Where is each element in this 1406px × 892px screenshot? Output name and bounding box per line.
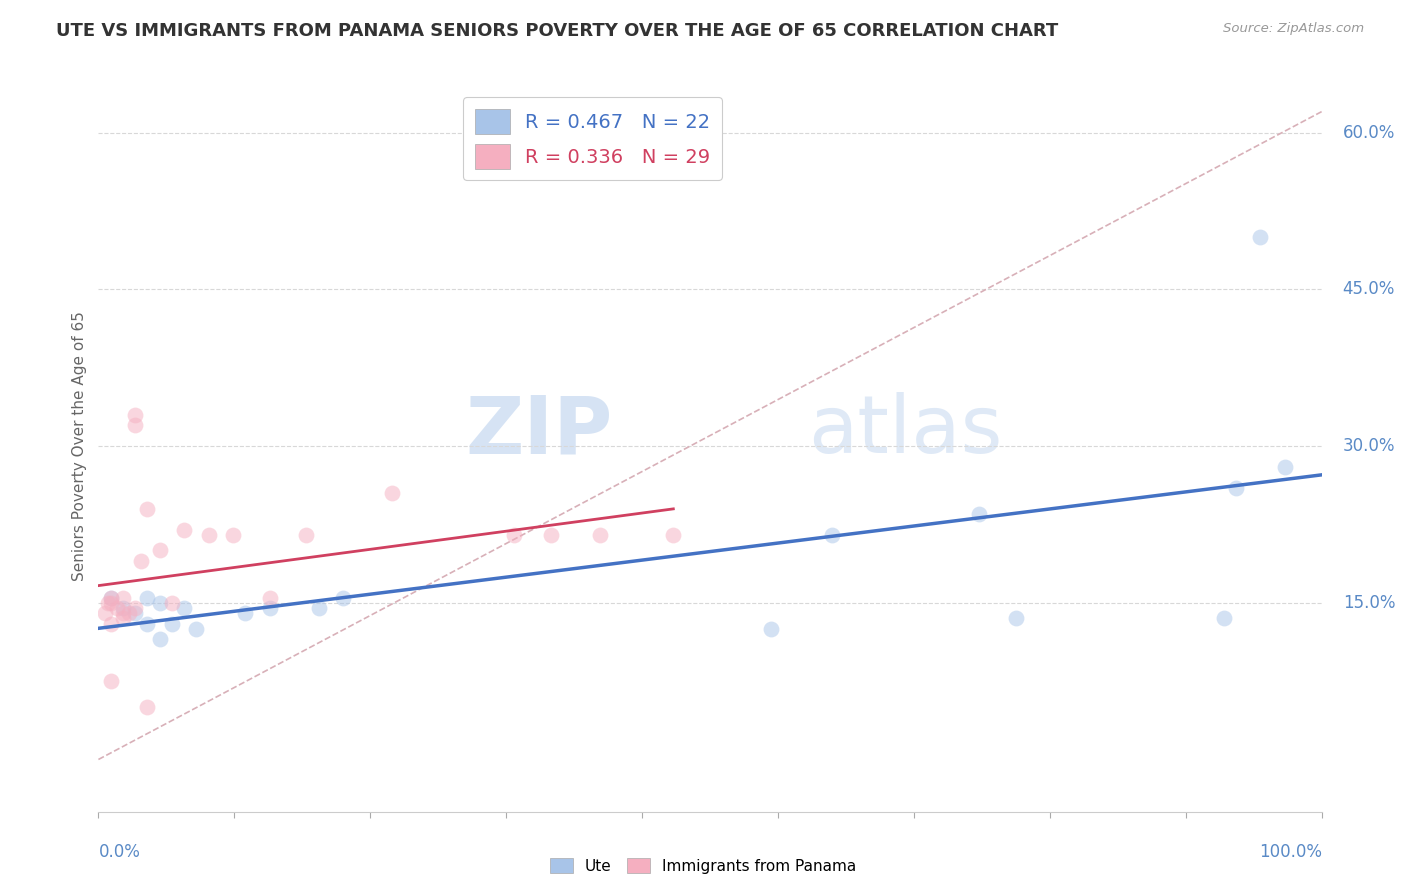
- Point: [160, 616, 183, 631]
- Point: [136, 700, 159, 714]
- Point: [100, 674, 122, 689]
- Point: [332, 591, 354, 605]
- Point: [111, 606, 134, 620]
- Point: [105, 601, 128, 615]
- Point: [160, 596, 183, 610]
- Point: [149, 632, 172, 647]
- Point: [100, 591, 122, 605]
- Point: [111, 611, 134, 625]
- Point: [761, 622, 783, 636]
- Point: [503, 528, 526, 542]
- Text: 0.0%: 0.0%: [98, 843, 141, 861]
- Point: [308, 601, 330, 615]
- Legend: R = 0.467   N = 22, R = 0.336   N = 29: R = 0.467 N = 22, R = 0.336 N = 29: [463, 97, 721, 180]
- Point: [100, 591, 122, 605]
- Point: [186, 622, 208, 636]
- Point: [100, 616, 122, 631]
- Point: [1249, 230, 1271, 244]
- Point: [173, 601, 195, 615]
- Text: 100.0%: 100.0%: [1258, 843, 1322, 861]
- Point: [1225, 481, 1247, 495]
- Point: [381, 486, 404, 500]
- Point: [97, 596, 120, 610]
- Point: [124, 601, 146, 615]
- Text: 15.0%: 15.0%: [1343, 594, 1395, 612]
- Point: [259, 601, 281, 615]
- Point: [149, 543, 172, 558]
- Text: 60.0%: 60.0%: [1343, 123, 1395, 142]
- Point: [662, 528, 685, 542]
- Y-axis label: Seniors Poverty Over the Age of 65: Seniors Poverty Over the Age of 65: [72, 311, 87, 581]
- Text: 30.0%: 30.0%: [1343, 437, 1395, 455]
- Point: [295, 528, 318, 542]
- Point: [136, 591, 159, 605]
- Point: [259, 591, 281, 605]
- Point: [197, 528, 219, 542]
- Point: [1212, 611, 1234, 625]
- Point: [111, 601, 134, 615]
- Point: [124, 606, 146, 620]
- Point: [100, 596, 122, 610]
- Point: [1004, 611, 1026, 625]
- Point: [821, 528, 844, 542]
- Point: [1274, 459, 1296, 474]
- Point: [149, 596, 172, 610]
- Point: [136, 501, 159, 516]
- Point: [589, 528, 612, 542]
- Legend: Ute, Immigrants from Panama: Ute, Immigrants from Panama: [544, 852, 862, 880]
- Point: [124, 418, 146, 433]
- Text: atlas: atlas: [808, 392, 1002, 470]
- Point: [118, 606, 141, 620]
- Point: [124, 408, 146, 422]
- Point: [222, 528, 245, 542]
- Point: [136, 616, 159, 631]
- Point: [111, 591, 134, 605]
- Point: [173, 523, 195, 537]
- Text: UTE VS IMMIGRANTS FROM PANAMA SENIORS POVERTY OVER THE AGE OF 65 CORRELATION CHA: UTE VS IMMIGRANTS FROM PANAMA SENIORS PO…: [56, 22, 1059, 40]
- Text: 45.0%: 45.0%: [1343, 280, 1395, 298]
- Text: Source: ZipAtlas.com: Source: ZipAtlas.com: [1223, 22, 1364, 36]
- Point: [93, 606, 115, 620]
- Point: [967, 507, 990, 521]
- Point: [540, 528, 562, 542]
- Point: [129, 554, 152, 568]
- Point: [233, 606, 256, 620]
- Text: ZIP: ZIP: [465, 392, 612, 470]
